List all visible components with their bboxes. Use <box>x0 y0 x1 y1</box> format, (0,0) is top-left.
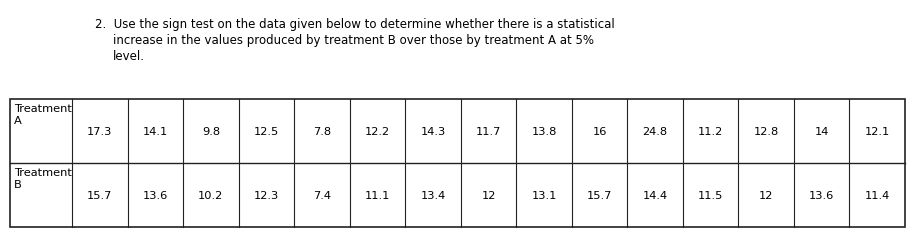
Text: 11.7: 11.7 <box>476 127 501 137</box>
Text: 24.8: 24.8 <box>642 127 668 137</box>
Text: 13.6: 13.6 <box>809 190 834 200</box>
Text: 14.1: 14.1 <box>143 127 168 137</box>
Text: 13.6: 13.6 <box>143 190 168 200</box>
Text: 14: 14 <box>814 127 829 137</box>
Text: 12.5: 12.5 <box>253 127 279 137</box>
Text: 17.3: 17.3 <box>87 127 113 137</box>
Text: 11.1: 11.1 <box>365 190 390 200</box>
Text: 11.2: 11.2 <box>698 127 723 137</box>
Text: Treatment
A: Treatment A <box>14 104 72 125</box>
Text: 12.2: 12.2 <box>365 127 390 137</box>
Text: 13.1: 13.1 <box>532 190 556 200</box>
Text: 2.  Use the sign test on the data given below to determine whether there is a st: 2. Use the sign test on the data given b… <box>95 18 615 31</box>
Text: 15.7: 15.7 <box>87 190 113 200</box>
Text: 14.4: 14.4 <box>642 190 668 200</box>
Text: 14.3: 14.3 <box>420 127 446 137</box>
Bar <box>10 100 905 227</box>
Text: 12.8: 12.8 <box>754 127 779 137</box>
Text: 12: 12 <box>759 190 773 200</box>
Text: 15.7: 15.7 <box>587 190 612 200</box>
Text: 12.1: 12.1 <box>865 127 890 137</box>
Text: 11.4: 11.4 <box>865 190 890 200</box>
Text: 7.4: 7.4 <box>313 190 331 200</box>
Text: 11.5: 11.5 <box>698 190 724 200</box>
Text: 9.8: 9.8 <box>202 127 220 137</box>
Text: increase in the values produced by treatment B over those by treatment A at 5%: increase in the values produced by treat… <box>113 34 594 47</box>
Text: 12: 12 <box>481 190 496 200</box>
Text: level.: level. <box>113 50 145 63</box>
Text: Treatment
B: Treatment B <box>14 167 72 189</box>
Text: 13.4: 13.4 <box>420 190 446 200</box>
Text: 13.8: 13.8 <box>532 127 556 137</box>
Text: 10.2: 10.2 <box>199 190 223 200</box>
Text: 16: 16 <box>592 127 607 137</box>
Text: 7.8: 7.8 <box>313 127 331 137</box>
Text: 12.3: 12.3 <box>253 190 279 200</box>
